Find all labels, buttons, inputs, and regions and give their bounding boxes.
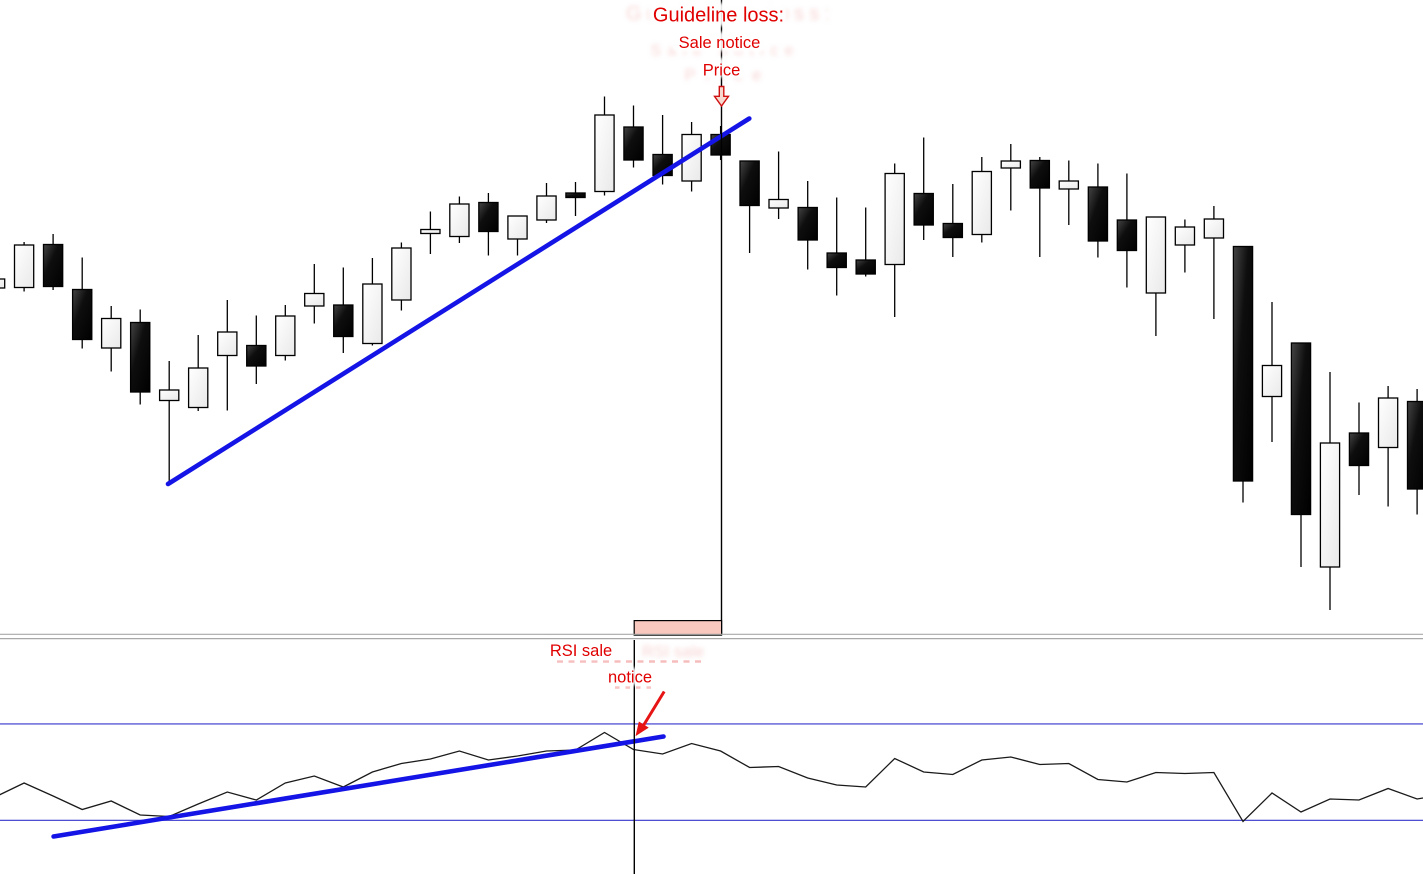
svg-text:Sale notice: Sale notice [679,34,761,52]
svg-text:notice: notice [608,669,652,687]
svg-text:RSI sale: RSI sale [550,642,612,660]
svg-text:RSI sale: RSI sale [642,643,704,661]
svg-text:Price: Price [703,62,741,80]
svg-text:Guideline loss:: Guideline loss: [653,5,784,27]
